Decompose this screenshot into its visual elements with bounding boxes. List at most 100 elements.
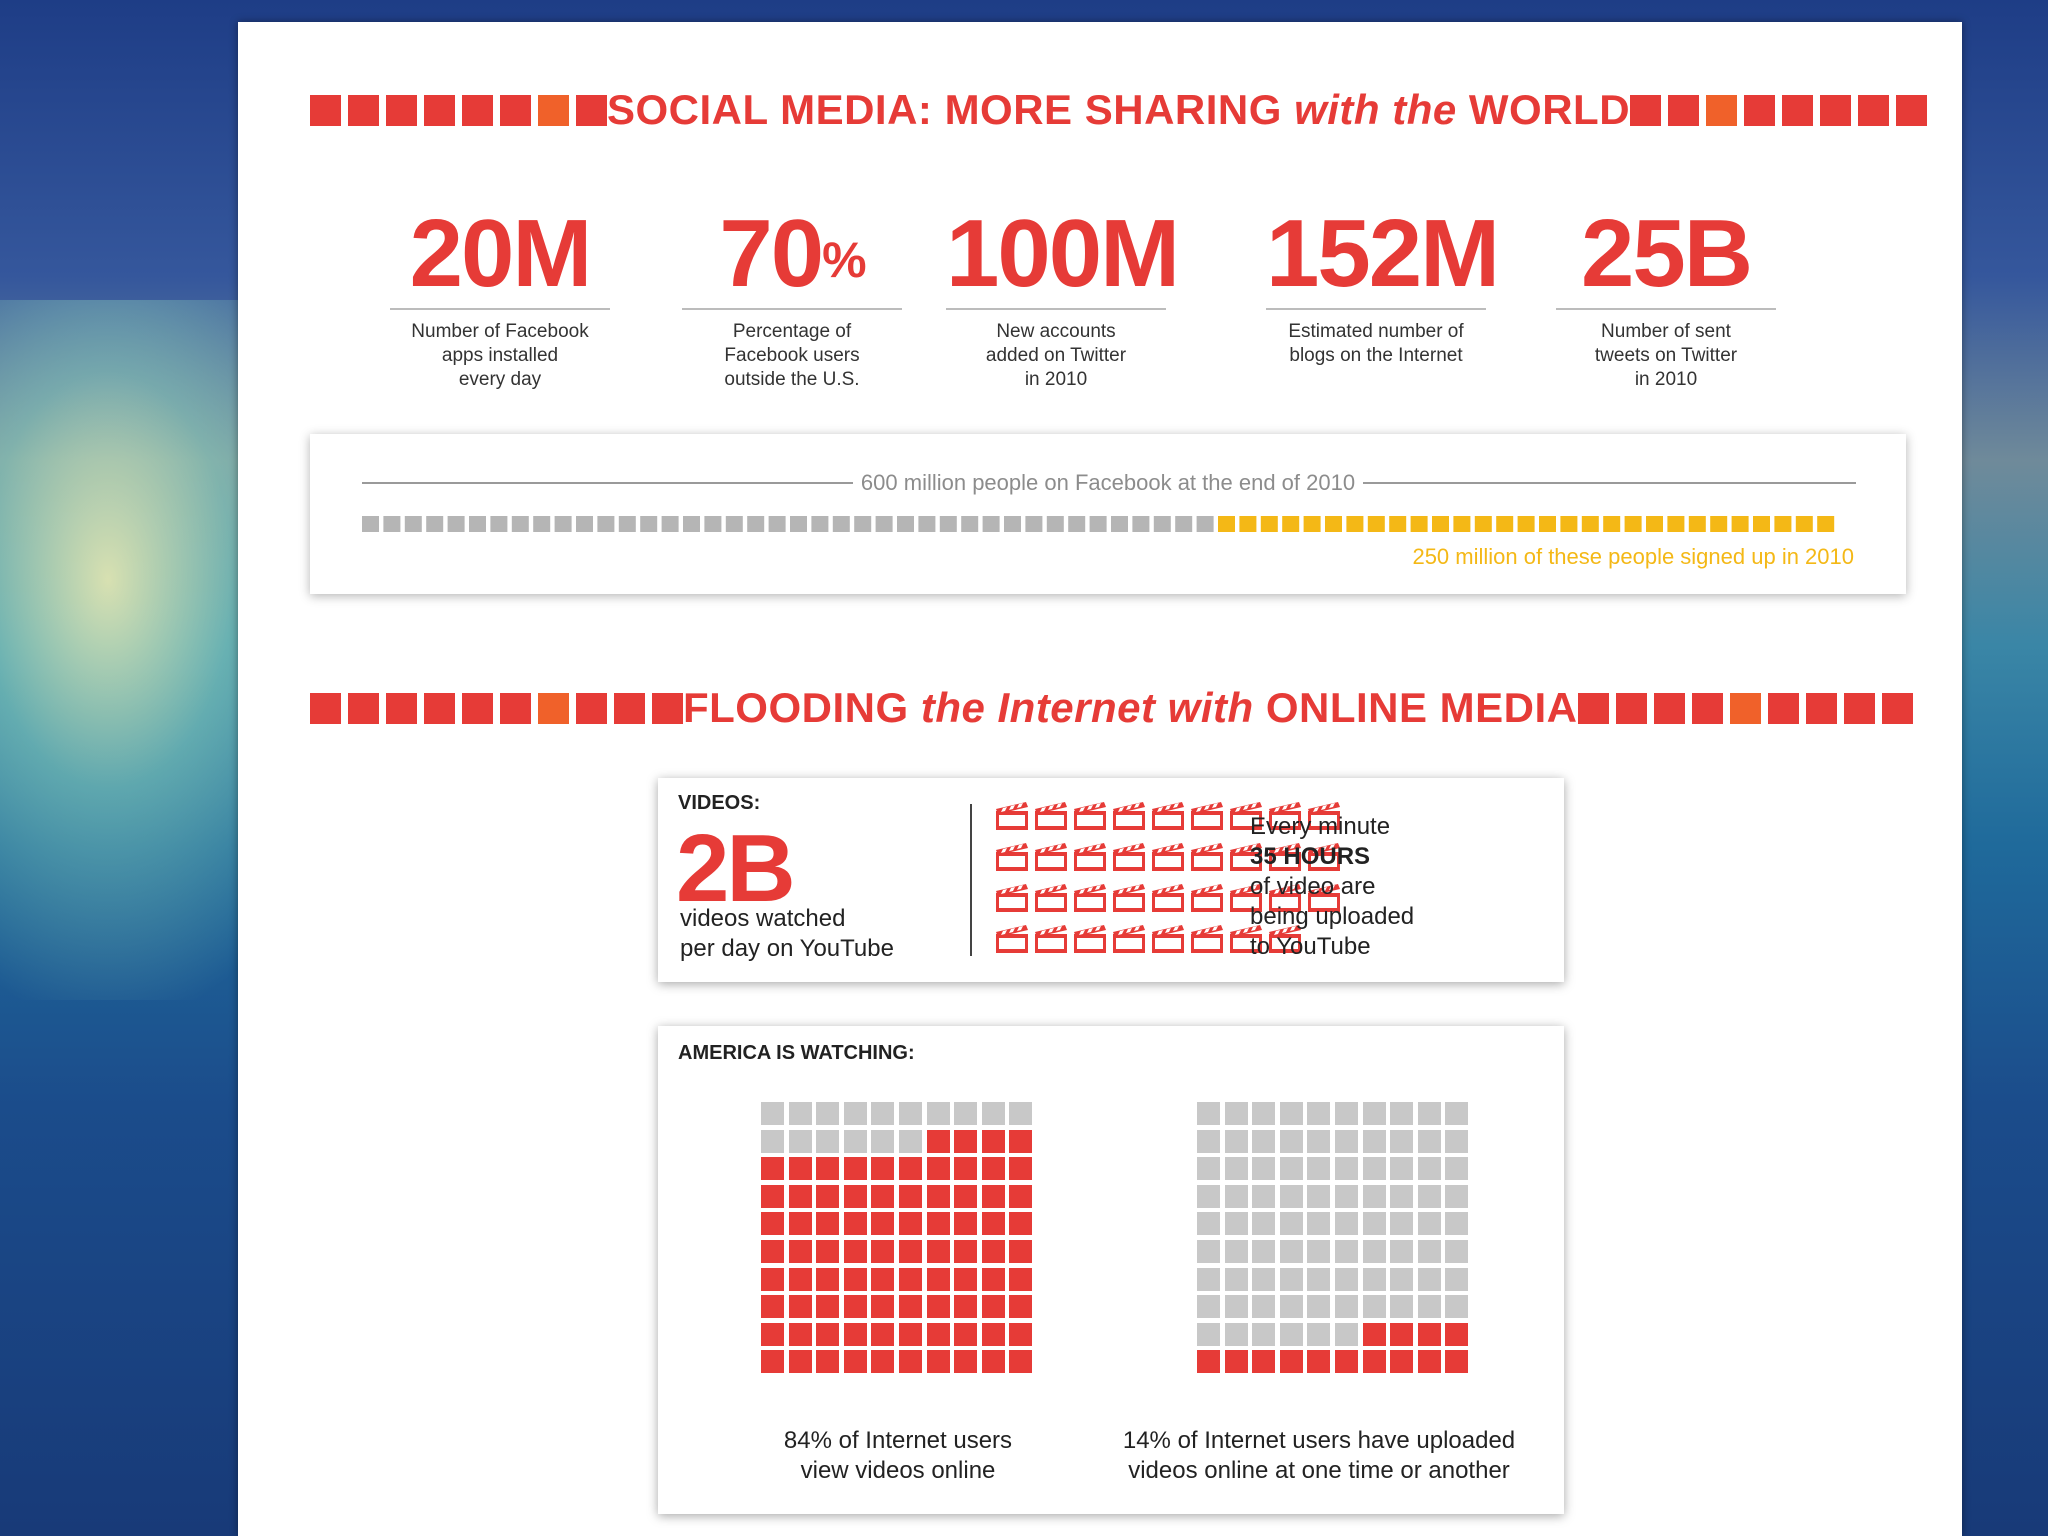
waffle-cell-filled [899,1212,922,1236]
waffle-cell-filled [981,1129,1005,1153]
waffle-cell-filled [926,1129,950,1153]
waffle-cell-empty [1279,1184,1303,1208]
facebook-bar-segment-2010 [1646,516,1663,532]
facebook-bar-segment-2010 [1453,516,1471,532]
waffle-cell-empty [1335,1295,1358,1319]
facebook-bar-segment-2010 [1688,516,1706,532]
facebook-bar-segment-2010 [1817,516,1835,532]
america-label: AMERICA IS WATCHING: [678,1042,915,1064]
waffle-cell-filled [1009,1129,1033,1153]
waffle-cell-filled [871,1322,895,1346]
waffle-cell-filled [954,1184,978,1208]
waffle-cell-empty [1224,1184,1248,1208]
stat-description: Number of Facebook apps installed every … [411,321,589,390]
facebook-bar-segment-existing [961,516,979,532]
waffle-cell-filled [981,1157,1005,1181]
waffle-cell-empty [1279,1240,1303,1263]
waffle-cell-empty [926,1102,950,1125]
waffle-cell-empty [1279,1212,1303,1236]
waffle-cell-filled [1009,1157,1033,1181]
film-clapperboard-icon [1074,841,1106,871]
waffle-cell-empty [1224,1157,1248,1181]
facebook-bar-segment-2010 [1325,516,1342,532]
waffle-cell-empty [1279,1322,1303,1346]
waffle-cell-filled [926,1322,950,1346]
waffle-cell-filled [761,1322,784,1346]
film-clapperboard-icon [996,841,1028,871]
stat-value: 20M [409,200,593,307]
waffle-cell-empty [1252,1322,1276,1346]
stat-description: New accounts added on Twitter in 2010 [985,321,1127,390]
waffle-cell-empty [1307,1212,1331,1236]
waffle-cell-filled [954,1350,978,1374]
film-clapperboard-icon [1230,882,1262,912]
film-clapperboard-icon [1035,841,1067,871]
facebook-bar-segment-existing [875,516,893,532]
waffle-cell-empty [1197,1129,1220,1153]
film-clapperboard-icon [1035,923,1067,953]
section-header-social-media: SOCIAL MEDIA: MORE SHARING with the WORL… [310,86,1928,133]
facebook-bar-segment-2010 [1282,516,1300,532]
waffle-cell-filled [1335,1350,1358,1374]
film-clapperboard-icon [1152,800,1184,830]
facebook-bar-segment-existing [362,516,379,532]
waffle-cell-empty [1417,1102,1441,1125]
facebook-bar-segment-existing [1132,516,1150,532]
film-clapperboard-icon [996,923,1028,953]
waffle-cell-empty [1224,1295,1248,1319]
waffle-cell-filled [899,1295,922,1319]
stat-value: 152M [1266,200,1500,307]
header-squares-left [310,94,607,126]
facebook-bar-segment-2010 [1603,516,1621,532]
videos-label: VIDEOS: [678,792,761,814]
waffle-cell-filled [1445,1350,1469,1374]
facebook-bar-segment-existing [576,516,593,532]
facebook-bar-segment-2010 [1517,516,1535,532]
waffle-cell-empty [1197,1240,1220,1263]
waffle-cell-filled [871,1240,895,1263]
film-clapperboard-icon [1113,841,1145,871]
film-clapperboard-icon [1191,923,1223,953]
waffle-cell-filled [1009,1184,1033,1208]
waffle-cell-empty [788,1102,812,1125]
waffle-cell-empty [1445,1267,1469,1291]
waffle-cell-empty [1197,1184,1220,1208]
waffle-cell-filled [816,1267,840,1291]
facebook-bar-segment-2010 [1539,516,1556,532]
waffle-cell-empty [1445,1157,1469,1181]
waffle-cell-empty [788,1129,812,1153]
waffle-cell-empty [954,1102,978,1125]
waffle-cell-filled [788,1184,812,1208]
waffle-cell-filled [761,1350,784,1374]
stat-value: 25B [1580,200,1753,307]
header-squares-right [1577,692,1913,724]
film-clapperboard-icon [1308,800,1340,830]
waffle-cell-filled [816,1184,840,1208]
waffle-cell-filled [788,1322,812,1346]
facebook-bar-segment-existing [683,516,700,532]
waffle-cell-filled [1417,1322,1441,1346]
facebook-bar-segment-existing [1046,516,1064,532]
header-squares-left [310,692,683,724]
waffle-cell-filled [899,1322,922,1346]
film-clapperboard-icon [1035,800,1067,830]
facebook-bar-segment-existing [854,516,872,532]
waffle-cell-filled [761,1240,784,1263]
facebook-bar-segment-existing [533,516,551,532]
facebook-bar-segment-existing [597,516,615,532]
facebook-bar-segment-existing [1025,516,1043,532]
caption-uploaded-videos: 14% of Internet users have uploaded vide… [1122,1427,1516,1484]
waffle-cell-empty [1335,1157,1358,1181]
clapperboard-grid [996,800,1356,960]
facebook-bar-segment-2010 [1710,516,1728,532]
facebook-bar-segment-existing [1196,516,1214,532]
waffle-cell-filled [1390,1350,1414,1374]
facebook-bar-segment-2010 [1303,516,1321,532]
waffle-cell-empty [1390,1184,1414,1208]
facebook-bar-segment-2010 [1260,516,1278,532]
facebook-bar-segment-2010 [1795,516,1813,532]
facebook-bar-segment-existing [661,516,679,532]
waffle-cell-filled [981,1184,1005,1208]
waffle-cell-filled [843,1212,867,1236]
stat-description: Percentage of Facebook users outside the… [724,321,860,390]
